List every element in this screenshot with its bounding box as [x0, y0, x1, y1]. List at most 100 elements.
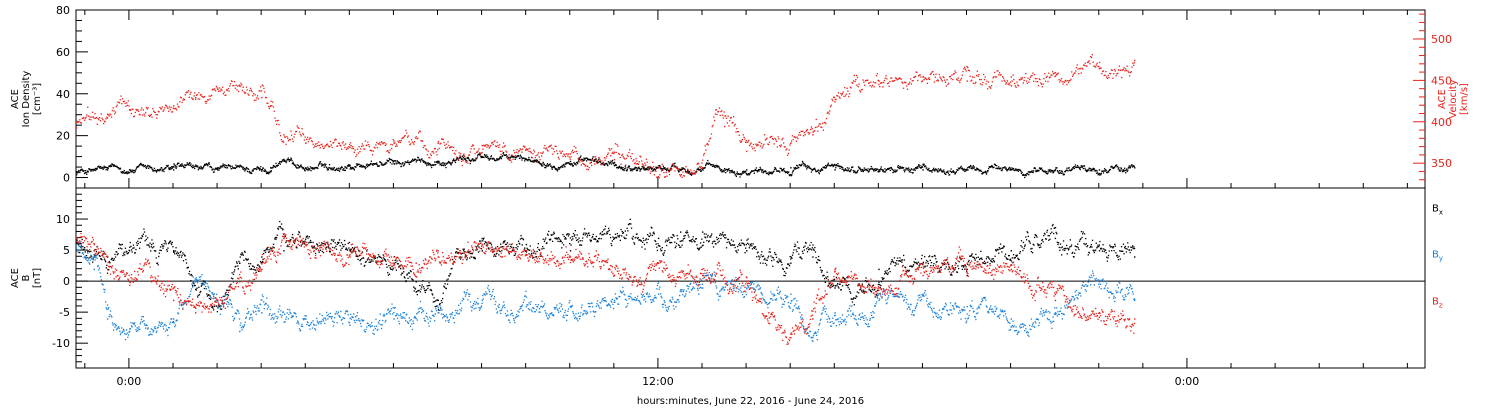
data-point	[635, 158, 637, 160]
data-point	[615, 151, 617, 154]
data-point	[307, 141, 309, 143]
data-point	[719, 234, 721, 237]
data-point	[535, 159, 537, 161]
data-point	[669, 242, 671, 244]
data-point	[199, 167, 202, 169]
data-point	[1056, 73, 1059, 75]
data-point	[416, 159, 418, 161]
data-point	[751, 248, 754, 250]
data-point	[636, 169, 639, 171]
data-point	[951, 74, 953, 76]
data-point	[1009, 84, 1011, 86]
data-point	[725, 172, 727, 174]
data-point	[755, 169, 757, 171]
data-point	[259, 90, 261, 92]
data-point	[1084, 167, 1086, 169]
data-point	[1124, 70, 1126, 72]
data-point	[222, 163, 224, 165]
data-point	[887, 82, 890, 84]
data-point	[611, 240, 613, 242]
data-point	[452, 149, 454, 152]
data-point	[564, 163, 567, 165]
data-point	[353, 169, 355, 171]
data-point	[520, 235, 522, 237]
data-point	[245, 166, 248, 169]
data-point	[832, 165, 834, 168]
data-point	[437, 160, 439, 163]
data-point	[939, 271, 941, 273]
data-point	[561, 242, 563, 244]
data-point	[463, 158, 466, 160]
data-point	[173, 169, 175, 171]
data-point	[840, 289, 842, 291]
data-point	[105, 169, 107, 171]
data-point	[274, 165, 276, 168]
data-point	[719, 233, 721, 235]
data-point	[691, 171, 693, 173]
data-point	[533, 256, 535, 259]
data-point	[406, 132, 408, 134]
data-point	[265, 172, 268, 175]
data-point	[1090, 56, 1093, 59]
data-point	[247, 93, 249, 95]
data-point	[419, 130, 421, 133]
data-point	[251, 170, 253, 172]
data-point	[167, 247, 169, 249]
data-point	[559, 167, 561, 169]
data-point	[192, 98, 194, 100]
data-point	[958, 267, 960, 270]
data-point	[684, 234, 686, 237]
data-point	[690, 173, 692, 175]
data-point	[95, 167, 97, 170]
data-point	[987, 170, 989, 172]
data-point	[180, 164, 182, 166]
data-point	[1121, 76, 1123, 79]
data-point	[168, 242, 170, 244]
data-point	[137, 240, 139, 242]
data-point	[854, 170, 856, 172]
data-point	[476, 151, 478, 153]
data-point	[211, 306, 214, 308]
data-point	[920, 167, 922, 169]
data-point	[1127, 70, 1129, 72]
data-point	[1126, 65, 1128, 67]
data-point	[498, 146, 500, 148]
data-point	[317, 167, 319, 170]
data-point	[1095, 172, 1098, 174]
data-point	[178, 162, 180, 164]
data-point	[332, 240, 335, 243]
data-point	[876, 295, 878, 297]
data-point	[759, 256, 761, 258]
data-point	[367, 141, 369, 143]
data-point	[176, 103, 179, 105]
data-point	[580, 155, 582, 157]
data-point	[135, 248, 137, 251]
data-point	[281, 141, 283, 143]
data-point	[569, 158, 571, 160]
data-point	[894, 265, 896, 267]
data-point	[376, 164, 378, 166]
data-point	[206, 164, 208, 166]
data-point	[275, 162, 277, 164]
data-point	[808, 165, 810, 167]
data-point	[504, 240, 506, 242]
data-point	[188, 270, 191, 273]
data-point	[95, 251, 98, 253]
data-point	[970, 164, 972, 167]
data-point	[122, 171, 124, 173]
data-point	[929, 78, 931, 80]
data-point	[540, 152, 542, 154]
data-point	[234, 87, 236, 89]
data-point	[884, 168, 886, 170]
data-point	[329, 167, 332, 169]
data-point	[823, 274, 825, 277]
data-point	[482, 238, 484, 240]
data-point	[152, 169, 154, 171]
data-point	[761, 255, 763, 258]
data-point	[174, 165, 177, 167]
data-point	[459, 154, 461, 156]
data-point	[681, 244, 683, 246]
data-point	[183, 99, 186, 101]
data-point	[390, 143, 392, 146]
data-point	[709, 163, 711, 165]
